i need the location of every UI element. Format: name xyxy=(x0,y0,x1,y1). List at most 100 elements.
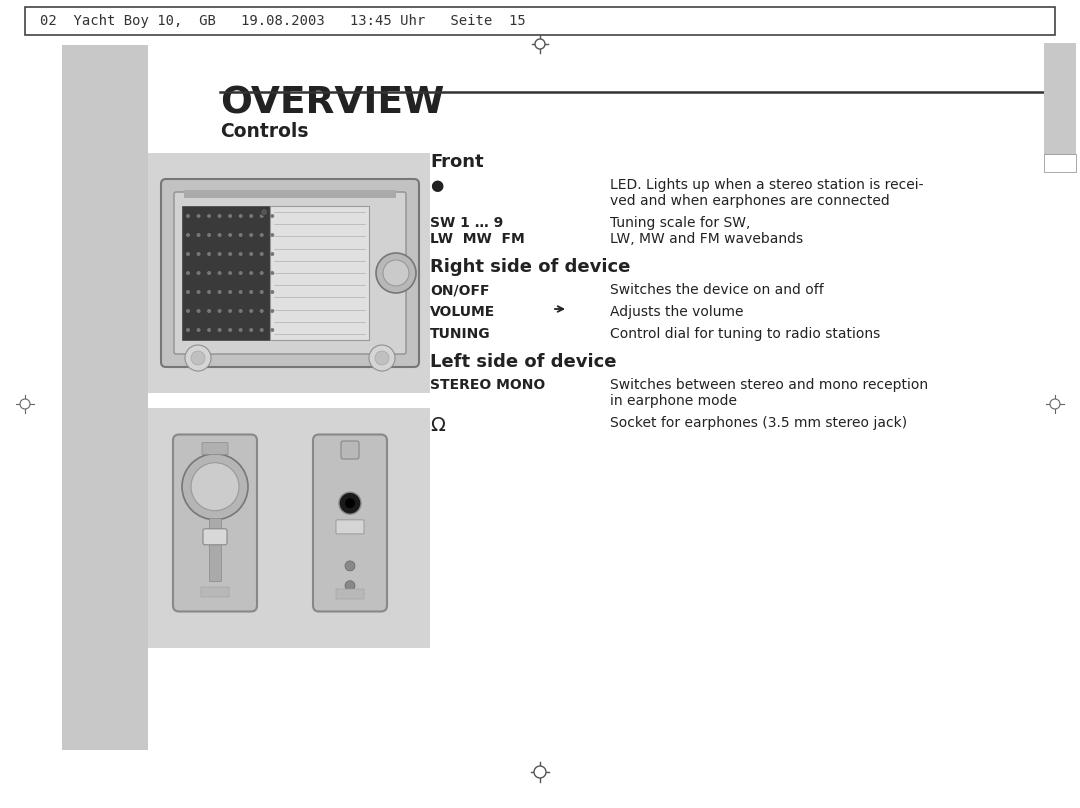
Circle shape xyxy=(207,271,211,275)
Bar xyxy=(183,206,276,340)
Bar xyxy=(270,206,369,340)
Circle shape xyxy=(249,290,253,294)
Bar xyxy=(1044,43,1076,155)
Circle shape xyxy=(259,214,264,218)
Circle shape xyxy=(186,233,190,237)
Bar xyxy=(336,589,364,599)
Text: Switches the device on and off: Switches the device on and off xyxy=(610,283,824,297)
Text: SW 1 … 9: SW 1 … 9 xyxy=(430,216,503,230)
Circle shape xyxy=(186,252,190,256)
Text: 02  Yacht Boy 10,  GB   19.08.2003   13:45 Uhr   Seite  15: 02 Yacht Boy 10, GB 19.08.2003 13:45 Uhr… xyxy=(40,14,526,28)
Circle shape xyxy=(249,214,253,218)
Text: Switches between stereo and mono reception: Switches between stereo and mono recepti… xyxy=(610,378,928,392)
Circle shape xyxy=(197,271,201,275)
Circle shape xyxy=(183,454,248,520)
Circle shape xyxy=(217,252,221,256)
Text: Tuning scale for SW,: Tuning scale for SW, xyxy=(610,216,751,230)
Circle shape xyxy=(239,290,243,294)
Circle shape xyxy=(239,328,243,332)
Text: Left side of device: Left side of device xyxy=(430,353,617,371)
Circle shape xyxy=(191,351,205,365)
Circle shape xyxy=(535,39,545,49)
Circle shape xyxy=(259,290,264,294)
FancyBboxPatch shape xyxy=(203,528,227,545)
Circle shape xyxy=(186,271,190,275)
Text: Control dial for tuning to radio stations: Control dial for tuning to radio station… xyxy=(610,327,880,341)
Circle shape xyxy=(270,290,274,294)
Circle shape xyxy=(270,271,274,275)
Circle shape xyxy=(191,463,239,511)
Circle shape xyxy=(186,309,190,313)
Circle shape xyxy=(217,309,221,313)
Circle shape xyxy=(270,252,274,256)
FancyBboxPatch shape xyxy=(313,435,387,612)
Circle shape xyxy=(345,561,355,571)
Circle shape xyxy=(217,271,221,275)
Circle shape xyxy=(270,233,274,237)
Circle shape xyxy=(345,499,355,508)
Circle shape xyxy=(207,328,211,332)
Circle shape xyxy=(259,233,264,237)
Circle shape xyxy=(383,260,409,286)
Circle shape xyxy=(207,214,211,218)
Circle shape xyxy=(217,214,221,218)
Circle shape xyxy=(534,766,546,778)
Bar xyxy=(148,153,430,393)
FancyBboxPatch shape xyxy=(341,441,359,459)
Circle shape xyxy=(249,271,253,275)
Circle shape xyxy=(185,345,211,371)
FancyBboxPatch shape xyxy=(174,192,406,354)
Circle shape xyxy=(345,581,355,591)
Circle shape xyxy=(270,328,274,332)
Circle shape xyxy=(228,214,232,218)
Circle shape xyxy=(375,351,389,365)
Circle shape xyxy=(197,252,201,256)
Circle shape xyxy=(228,328,232,332)
Circle shape xyxy=(217,290,221,294)
Circle shape xyxy=(239,309,243,313)
Text: STEREO MONO: STEREO MONO xyxy=(430,378,545,392)
Text: LED. Lights up when a stereo station is recei-: LED. Lights up when a stereo station is … xyxy=(610,178,923,192)
Circle shape xyxy=(239,214,243,218)
Circle shape xyxy=(228,252,232,256)
Circle shape xyxy=(228,233,232,237)
Circle shape xyxy=(249,233,253,237)
Circle shape xyxy=(239,271,243,275)
Circle shape xyxy=(217,328,221,332)
Text: ENGLISH: ENGLISH xyxy=(1055,100,1065,151)
Circle shape xyxy=(259,271,264,275)
Circle shape xyxy=(260,208,268,216)
Bar xyxy=(148,408,430,648)
Text: OVERVIEW: OVERVIEW xyxy=(220,86,444,122)
Circle shape xyxy=(217,233,221,237)
Text: 2: 2 xyxy=(1055,156,1065,170)
Circle shape xyxy=(259,309,264,313)
Text: Controls: Controls xyxy=(220,122,309,141)
Circle shape xyxy=(207,233,211,237)
Circle shape xyxy=(1050,399,1059,409)
Circle shape xyxy=(186,214,190,218)
Circle shape xyxy=(249,309,253,313)
Circle shape xyxy=(21,399,30,409)
Circle shape xyxy=(228,309,232,313)
Bar xyxy=(1044,154,1076,172)
Circle shape xyxy=(207,309,211,313)
Circle shape xyxy=(207,252,211,256)
Text: TUNING: TUNING xyxy=(430,327,490,341)
Circle shape xyxy=(239,252,243,256)
Circle shape xyxy=(376,253,416,293)
Circle shape xyxy=(259,252,264,256)
Circle shape xyxy=(197,328,201,332)
Text: ●: ● xyxy=(430,178,443,193)
Text: Ω: Ω xyxy=(430,416,445,435)
Circle shape xyxy=(270,214,274,218)
Circle shape xyxy=(228,290,232,294)
Text: LW  MW  FM: LW MW FM xyxy=(430,232,525,246)
Text: in earphone mode: in earphone mode xyxy=(610,394,737,408)
FancyBboxPatch shape xyxy=(161,179,419,367)
Circle shape xyxy=(197,214,201,218)
FancyBboxPatch shape xyxy=(336,520,364,534)
Circle shape xyxy=(259,328,264,332)
FancyBboxPatch shape xyxy=(202,443,228,455)
Circle shape xyxy=(228,271,232,275)
